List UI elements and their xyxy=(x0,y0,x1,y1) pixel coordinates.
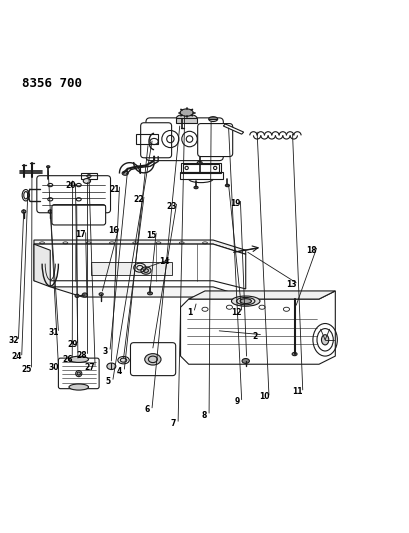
Ellipse shape xyxy=(107,363,115,369)
Ellipse shape xyxy=(193,186,198,189)
FancyBboxPatch shape xyxy=(37,176,110,213)
FancyBboxPatch shape xyxy=(140,123,171,158)
Polygon shape xyxy=(34,244,245,289)
Text: 23: 23 xyxy=(166,201,176,211)
Text: 21: 21 xyxy=(109,184,119,193)
Text: 11: 11 xyxy=(292,387,302,397)
Ellipse shape xyxy=(231,296,259,306)
Polygon shape xyxy=(91,262,172,274)
Text: 24: 24 xyxy=(11,352,22,361)
FancyBboxPatch shape xyxy=(52,205,106,225)
Text: 9: 9 xyxy=(234,397,239,406)
Polygon shape xyxy=(180,291,335,364)
Ellipse shape xyxy=(292,352,296,356)
Polygon shape xyxy=(50,287,245,297)
Text: 30: 30 xyxy=(48,363,58,372)
Bar xyxy=(180,163,221,173)
Text: 15: 15 xyxy=(146,231,156,240)
Text: 6: 6 xyxy=(144,405,149,414)
Text: 32: 32 xyxy=(8,336,19,345)
Polygon shape xyxy=(223,124,243,134)
Text: 22: 22 xyxy=(133,195,144,204)
Text: 16: 16 xyxy=(108,226,119,235)
Ellipse shape xyxy=(225,184,229,187)
Text: 28: 28 xyxy=(76,351,87,360)
Text: 3: 3 xyxy=(102,346,108,356)
Ellipse shape xyxy=(47,166,50,168)
Text: 8: 8 xyxy=(201,410,207,419)
Text: 7: 7 xyxy=(170,419,175,428)
Ellipse shape xyxy=(99,293,103,296)
Bar xyxy=(182,164,219,172)
Bar xyxy=(81,173,97,179)
Text: 4: 4 xyxy=(117,367,122,376)
FancyBboxPatch shape xyxy=(58,358,99,389)
Ellipse shape xyxy=(48,210,52,213)
Ellipse shape xyxy=(147,292,152,295)
Text: 20: 20 xyxy=(65,181,76,190)
Text: 26: 26 xyxy=(62,355,72,364)
Polygon shape xyxy=(34,244,50,287)
Ellipse shape xyxy=(176,114,196,122)
Text: 10: 10 xyxy=(258,392,269,401)
Text: 19: 19 xyxy=(230,199,240,208)
Polygon shape xyxy=(34,240,245,254)
Text: 27: 27 xyxy=(85,363,95,372)
Text: 29: 29 xyxy=(67,340,78,349)
Text: 12: 12 xyxy=(231,308,241,317)
Ellipse shape xyxy=(77,372,80,375)
Polygon shape xyxy=(188,291,335,299)
Ellipse shape xyxy=(69,356,88,362)
Ellipse shape xyxy=(120,358,126,362)
Text: 31: 31 xyxy=(48,328,58,337)
Text: 17: 17 xyxy=(75,230,86,239)
Ellipse shape xyxy=(180,109,193,116)
Ellipse shape xyxy=(22,210,26,213)
Ellipse shape xyxy=(197,161,202,164)
Ellipse shape xyxy=(144,354,161,365)
Text: 5: 5 xyxy=(105,377,110,386)
Ellipse shape xyxy=(75,294,79,297)
Text: 14: 14 xyxy=(159,257,169,266)
Text: 1: 1 xyxy=(187,308,192,317)
Bar xyxy=(176,118,196,123)
Ellipse shape xyxy=(82,293,87,297)
Ellipse shape xyxy=(241,359,249,364)
Ellipse shape xyxy=(321,335,328,345)
Text: 25: 25 xyxy=(21,365,32,374)
Ellipse shape xyxy=(69,384,88,390)
Ellipse shape xyxy=(239,298,251,304)
Ellipse shape xyxy=(122,171,128,175)
Text: 2: 2 xyxy=(252,332,258,341)
Bar xyxy=(179,172,222,179)
Text: 13: 13 xyxy=(285,280,296,289)
FancyBboxPatch shape xyxy=(197,124,232,157)
FancyBboxPatch shape xyxy=(130,343,175,376)
Text: 8356 700: 8356 700 xyxy=(22,77,81,90)
Text: 18: 18 xyxy=(306,246,316,255)
FancyBboxPatch shape xyxy=(146,118,223,160)
Ellipse shape xyxy=(83,179,90,183)
Ellipse shape xyxy=(141,267,151,274)
Bar xyxy=(135,134,158,144)
